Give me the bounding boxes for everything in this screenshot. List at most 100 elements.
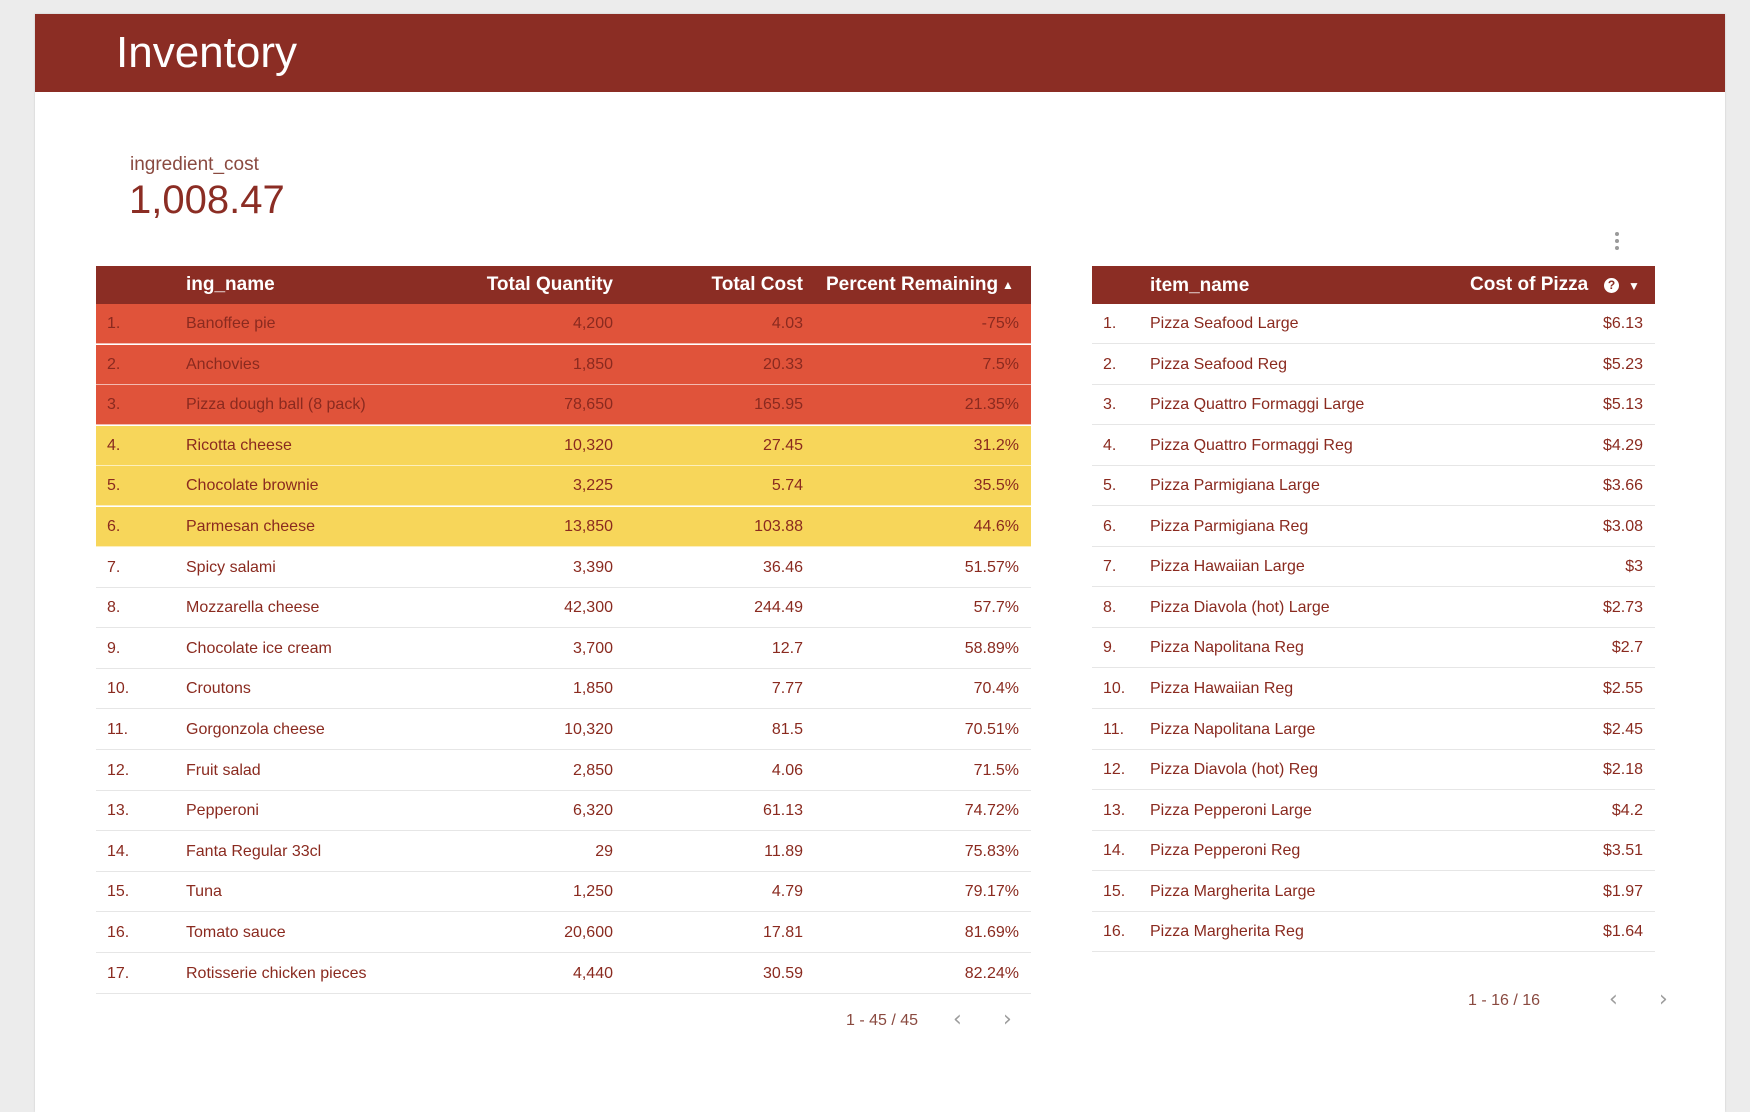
table-row[interactable]: 10. Croutons 1,850 7.77 70.4% [96,669,1031,710]
table-row[interactable]: 17. Rotisserie chicken pieces 4,440 30.59 82… [96,953,1031,994]
table-row[interactable]: 15. Pizza Margherita Large $1.97 [1092,871,1655,912]
row-index: 1. [1103,315,1117,332]
row-divider [1092,464,1655,466]
next-page-icon[interactable]: › [1659,987,1668,1012]
table-row[interactable]: 5. Chocolate brownie 3,225 5.74 35.5% [96,466,1031,507]
table-row[interactable]: 13. Pepperoni 6,320 61.13 74.72% [96,791,1031,832]
pizza-cost: $5.13 [1602,396,1643,414]
column-header-total-quantity[interactable]: Total Quantity [486,274,613,295]
table-row[interactable]: 8. Pizza Diavola (hot) Large $2.73 [1092,587,1655,628]
pizza-name: Pizza Quattro Formaggi Reg [1150,436,1353,454]
row-divider [96,383,1031,385]
row-divider [96,464,1031,466]
table-row[interactable]: 6. Pizza Parmigiana Reg $3.08 [1092,506,1655,547]
total-cost: 30.59 [762,964,803,982]
table-row[interactable]: 1. Banoffee pie 4,200 4.03 -75% [96,304,1031,344]
percent-remaining: -75% [981,315,1019,332]
row-divider [96,343,1031,344]
row-divider [96,586,1031,588]
row-divider [1092,343,1655,344]
table-row[interactable]: 11. Gorgonzola cheese 10,320 81.5 70.51% [96,710,1031,750]
report-canvas: Inventory ingredient_cost 1,008.47 ing_n… [35,14,1725,1112]
row-index: 11. [1103,720,1125,738]
table-row[interactable]: 13. Pizza Pepperoni Large $4.2 [1092,790,1655,831]
table-row[interactable]: 8. Mozzarella cheese 42,300 244.49 57.7% [96,588,1031,629]
pizza-name: Pizza Diavola (hot) Reg [1150,761,1319,779]
row-index: 6. [1103,517,1117,535]
table-row[interactable]: 16. Pizza Margherita Reg $1.64 [1092,912,1655,953]
total-quantity: 2,850 [572,761,613,779]
table-row[interactable]: 4. Pizza Quattro Formaggi Reg $4.29 [1092,425,1655,466]
table-row[interactable]: 9. Pizza Napolitana Reg $2.7 [1092,628,1655,669]
ingredients-pager-text: 1 - 45 / 45 [846,1012,919,1029]
table-row[interactable]: 4. Ricotta cheese 10,320 27.45 31.2% [96,425,1031,466]
table-row[interactable]: 12. Pizza Diavola (hot) Reg $2.18 [1092,750,1655,791]
percent-remaining: 82.24% [964,964,1019,982]
table-row[interactable]: 1. Pizza Seafood Large $6.13 [1092,304,1655,344]
row-index: 12. [107,761,130,779]
pizza-cost: $6.13 [1602,315,1643,332]
table-row[interactable]: 3. Pizza dough ball (8 pack) 78,650 165.95 2… [96,385,1031,426]
pizza-name: Pizza Quattro Formaggi Large [1150,396,1365,414]
table-row[interactable]: 16. Tomato sauce 20,600 17.81 81.69% [96,913,1031,953]
row-index: 16. [107,924,130,941]
percent-remaining: 21.35% [964,396,1019,414]
percent-remaining: 7.5% [982,355,1019,373]
table-row[interactable]: 7. Spicy salami 3,390 36.46 51.57% [96,547,1031,588]
table-row[interactable]: 2. Pizza Seafood Reg $5.23 [1092,344,1655,385]
pizza-name: Pizza Seafood Large [1150,315,1299,332]
column-header-percent-remaining[interactable]: Percent Remaining [826,274,999,295]
table-row[interactable]: 3. Pizza Quattro Formaggi Large $5.13 [1092,385,1655,426]
help-icon[interactable]: ? [1604,278,1619,293]
row-index: 16. [1103,923,1126,941]
table-row[interactable]: 11. Pizza Napolitana Large $2.45 [1092,709,1655,750]
sort-ascending-icon[interactable]: ▲ [1002,278,1014,292]
pizza-name: Pizza Margherita Large [1150,882,1316,900]
total-quantity: 3,390 [572,558,613,576]
pizza-table-header: item_name Cost of Pizza ? ▼ [1092,266,1655,304]
row-index: 15. [107,883,130,901]
pizza-name: Pizza Seafood Reg [1150,355,1287,373]
column-header-total-cost[interactable]: Total Cost [711,274,803,295]
pizza-cost: $5.23 [1602,355,1643,373]
total-cost: 103.88 [754,518,803,535]
pizza-name: Pizza Parmigiana Reg [1150,517,1309,535]
table-row[interactable]: 14. Pizza Pepperoni Reg $3.51 [1092,831,1655,872]
column-header-item-name[interactable]: item_name [1150,275,1250,296]
previous-page-icon[interactable]: ‹ [1609,987,1618,1012]
row-divider [1092,667,1655,669]
row-divider [96,870,1031,872]
table-row[interactable]: 9. Chocolate ice cream 3,700 12.7 58.89% [96,628,1031,669]
ingredient-name: Croutons [186,680,251,698]
row-index: 7. [107,558,121,576]
row-divider [96,424,1031,426]
total-cost: 5.74 [771,477,803,495]
next-page-icon[interactable]: › [1003,1007,1012,1032]
ingredient-name: Anchovies [186,355,260,373]
ingredient-name: Parmesan cheese [186,518,315,535]
table-row[interactable]: 2. Anchovies 1,850 20.33 7.5% [96,344,1031,385]
sort-descending-icon[interactable]: ▼ [1628,279,1640,293]
percent-remaining: 81.69% [964,924,1019,941]
percent-remaining: 71.5% [973,761,1019,779]
table-row[interactable]: 6. Parmesan cheese 13,850 103.88 44.6% [96,507,1031,547]
total-quantity: 6,320 [572,802,613,820]
row-index: 5. [107,477,121,495]
table-row[interactable]: 14. Fanta Regular 33cl 29 11.89 75.83% [96,831,1031,872]
percent-remaining: 57.7% [973,599,1019,617]
ingredient-name: Fruit salad [186,761,261,779]
table-row[interactable]: 12. Fruit salad 2,850 4.06 71.5% [96,750,1031,791]
table-row[interactable]: 10. Pizza Hawaiian Reg $2.55 [1092,668,1655,709]
column-header-cost-of-pizza[interactable]: Cost of Pizza [1470,274,1589,295]
table-row[interactable]: 7. Pizza Hawaiian Large $3 [1092,547,1655,588]
column-header-ing-name[interactable]: ing_name [186,274,275,295]
table-row[interactable]: 5. Pizza Parmigiana Large $3.66 [1092,466,1655,507]
row-index: 3. [1103,396,1117,414]
row-divider [96,749,1031,750]
table-row[interactable]: 15. Tuna 1,250 4.79 79.17% [96,872,1031,913]
previous-page-icon[interactable]: ‹ [953,1007,962,1032]
percent-remaining: 70.51% [964,721,1019,738]
percent-remaining: 35.5% [973,477,1019,495]
ingredient-name: Rotisserie chicken pieces [186,964,367,982]
more-options-icon[interactable] [1611,232,1623,254]
